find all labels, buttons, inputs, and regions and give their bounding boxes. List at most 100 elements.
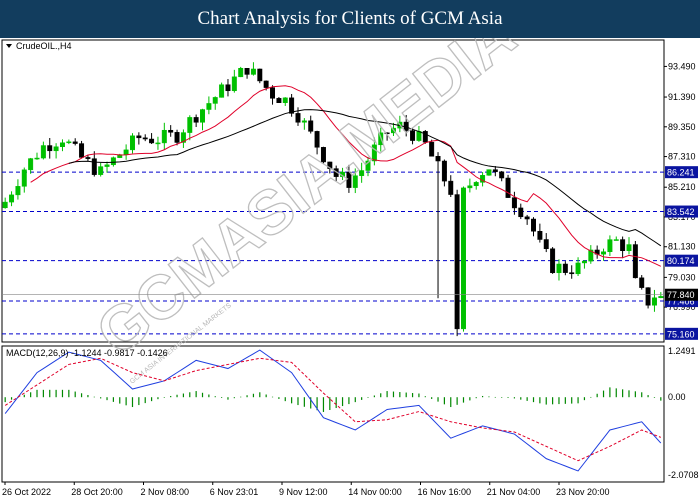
- candle: [340, 167, 346, 181]
- macd-histogram-bar: [316, 397, 318, 411]
- candle-body: [473, 182, 479, 187]
- x-tick-label: 9 Nov 12:00: [279, 487, 328, 497]
- candle: [531, 217, 536, 237]
- macd-histogram-bar: [634, 391, 636, 398]
- macd-histogram-bar: [240, 396, 242, 398]
- candle: [562, 261, 568, 276]
- candle-body: [359, 170, 365, 176]
- candle: [34, 152, 40, 160]
- candle: [454, 189, 460, 337]
- candle-body: [390, 127, 396, 134]
- candle-body: [320, 147, 326, 163]
- candle: [651, 289, 657, 312]
- candle-body: [206, 103, 212, 110]
- macd-histogram-bar: [49, 389, 51, 398]
- y-tick-label: 91.390: [668, 92, 696, 102]
- macd-histogram-bar: [373, 395, 375, 398]
- price-level-label: 77.406: [667, 297, 695, 307]
- macd-histogram-bar: [456, 397, 458, 405]
- candle-body: [562, 263, 568, 273]
- candle-body: [289, 97, 295, 114]
- macd-histogram-bar: [641, 392, 643, 398]
- macd-histogram-bar: [55, 389, 57, 398]
- macd-y-tick-label: 0.00: [668, 392, 686, 402]
- candle: [550, 247, 556, 274]
- candle-body: [658, 296, 664, 299]
- macd-histogram-bar: [462, 397, 465, 403]
- candle-body: [384, 132, 390, 135]
- x-tick-label: 28 Oct 20:00: [71, 487, 123, 497]
- current-price-label-box: [665, 288, 698, 301]
- candle-body: [53, 146, 59, 152]
- y-tick-label: 89.350: [668, 122, 696, 132]
- candle-body: [257, 68, 263, 82]
- candle-body: [180, 132, 186, 143]
- macd-histogram-bar: [564, 397, 566, 404]
- x-tick-label: 26 Oct 2022: [2, 487, 51, 497]
- candle-body: [72, 141, 78, 144]
- macd-histogram-bar: [647, 395, 649, 398]
- macd-histogram-bar: [93, 396, 95, 398]
- candle-body: [569, 272, 575, 275]
- macd-histogram-bar: [87, 394, 89, 398]
- candle: [327, 161, 333, 174]
- macd-histogram-bar: [596, 393, 598, 398]
- macd-histogram-bar: [208, 394, 210, 398]
- candle-body: [301, 120, 307, 123]
- candle-body: [550, 248, 556, 274]
- candle-body: [613, 239, 619, 241]
- candle-body: [142, 137, 148, 140]
- candle-body: [47, 145, 53, 152]
- candle: [461, 186, 466, 332]
- y-tick-label: 87.310: [668, 152, 696, 162]
- candle-body: [155, 142, 161, 145]
- macd-histogram-bar: [431, 397, 433, 399]
- candle-body: [85, 157, 91, 159]
- macd-histogram-bar: [195, 391, 197, 398]
- dropdown-triangle-icon[interactable]: [6, 44, 12, 48]
- candle-body: [448, 180, 454, 195]
- macd-histogram-bar: [36, 389, 38, 398]
- candle: [40, 141, 46, 160]
- candle-body: [212, 97, 218, 104]
- candle: [98, 162, 104, 177]
- candle: [537, 223, 543, 243]
- candle: [441, 159, 447, 187]
- macd-histogram-bar: [348, 397, 350, 405]
- candle-body: [340, 171, 346, 177]
- candle: [518, 203, 524, 220]
- macd-histogram-bar: [539, 397, 541, 404]
- candle: [238, 66, 244, 78]
- candle: [467, 178, 473, 193]
- candle: [524, 214, 530, 225]
- macd-histogram-bar: [10, 397, 13, 400]
- macd-histogram-bar: [291, 397, 293, 404]
- macd-histogram-bar: [628, 390, 630, 398]
- candle-body: [34, 157, 40, 160]
- candle: [601, 248, 607, 261]
- macd-histogram-bar: [545, 397, 547, 405]
- macd-histogram-bar: [310, 397, 312, 409]
- candle-body: [219, 84, 225, 98]
- candle: [639, 275, 645, 290]
- candle: [250, 62, 256, 76]
- candle: [2, 197, 8, 209]
- macd-histogram-bar: [380, 393, 382, 398]
- candle: [588, 245, 594, 264]
- macd-histogram-bar: [221, 397, 223, 398]
- macd-histogram-bar: [411, 393, 414, 398]
- candle: [658, 292, 664, 299]
- macd-histogram-bar: [246, 395, 248, 398]
- macd-histogram-bar: [609, 387, 611, 398]
- red-moving-average-line: [30, 85, 662, 267]
- candle-body: [581, 260, 587, 264]
- candle-body: [40, 145, 46, 159]
- candle: [435, 152, 441, 299]
- candle-body: [244, 68, 250, 75]
- candle: [613, 236, 619, 241]
- candle: [333, 165, 339, 181]
- candle-body: [486, 169, 492, 176]
- candle: [632, 241, 638, 279]
- macd-histogram-bar: [386, 391, 388, 398]
